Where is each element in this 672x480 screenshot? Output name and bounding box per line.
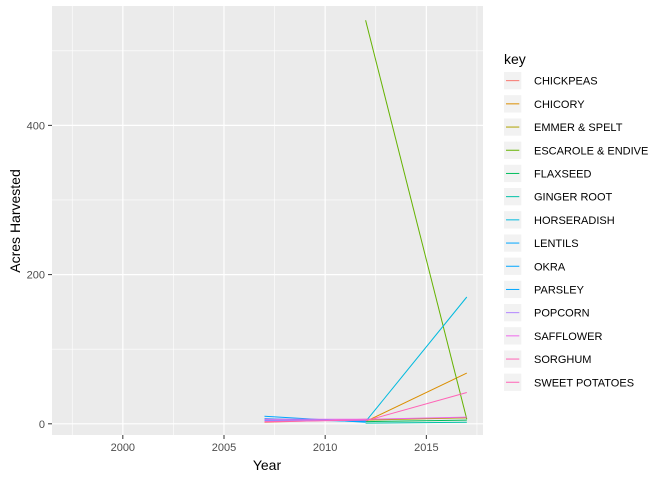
y-tick-label: 0 xyxy=(39,419,45,431)
series-line xyxy=(365,417,467,421)
x-tick-label: 2015 xyxy=(414,442,438,454)
y-tick-label: 200 xyxy=(27,270,45,282)
x-axis: 2000 2005 2010 2015 xyxy=(111,435,439,454)
x-axis-title: Year xyxy=(253,457,282,473)
legend-title: key xyxy=(504,51,526,67)
series-line xyxy=(264,416,467,420)
y-tick-label: 400 xyxy=(27,120,45,132)
y-axis-title: Acres Harvested xyxy=(7,169,23,272)
legend-label: SORGHUM xyxy=(534,354,591,366)
legend-label: ESCAROLE & ENDIVE xyxy=(534,145,648,157)
legend-label: GINGER ROOT xyxy=(534,192,613,204)
series-line xyxy=(365,421,467,424)
x-tick-label: 2000 xyxy=(111,442,135,454)
series-line xyxy=(264,419,366,423)
legend-label: POPCORN xyxy=(534,308,590,320)
grid-major xyxy=(52,6,483,435)
legend-label: CHICORY xyxy=(534,99,585,111)
x-tick-label: 2010 xyxy=(313,442,337,454)
legend-label: HORSERADISH xyxy=(534,215,615,227)
legend-label: EMMER & SPELT xyxy=(534,122,623,134)
legend-label: LENTILS xyxy=(534,238,579,250)
series-line xyxy=(365,20,468,420)
legend-label: OKRA xyxy=(534,261,566,273)
series-line xyxy=(365,372,468,423)
legend-label: SWEET POTATOES xyxy=(534,377,634,389)
series-lines xyxy=(264,20,468,424)
plot-panel xyxy=(52,6,483,435)
y-axis: 0 200 400 xyxy=(27,120,52,431)
series-line xyxy=(365,296,468,422)
legend-label: FLAXSEED xyxy=(534,168,592,180)
legend-label: SAFFLOWER xyxy=(534,331,603,343)
legend-label: CHICKPEAS xyxy=(534,76,598,88)
series-line xyxy=(365,419,467,423)
series-line xyxy=(365,392,467,422)
legend: CHICKPEAS CHICORY EMMER & SPELT ESCAROLE & … xyxy=(504,72,648,391)
grid-minor xyxy=(52,6,483,435)
x-tick-label: 2005 xyxy=(212,442,236,454)
legend-label: PARSLEY xyxy=(534,284,585,296)
